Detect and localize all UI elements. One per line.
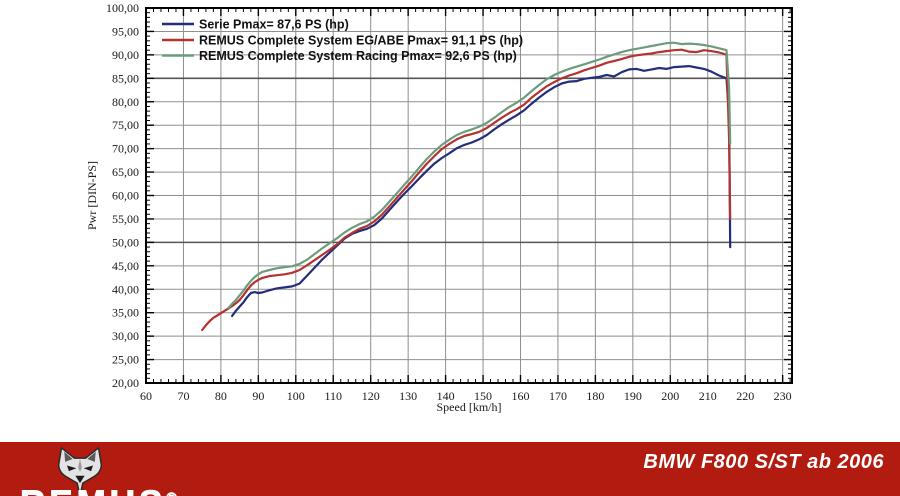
y-tick-label: 20,00: [112, 376, 139, 390]
y-tick-label: 80,00: [112, 95, 139, 109]
x-tick-label: 200: [661, 389, 679, 403]
x-tick-label: 230: [774, 389, 792, 403]
x-axis-title: Speed [km/h]: [437, 400, 502, 414]
y-tick-label: 65,00: [112, 165, 139, 179]
x-tick-label: 190: [624, 389, 642, 403]
y-tick-label: 40,00: [112, 282, 139, 296]
y-tick-label: 90,00: [112, 48, 139, 62]
x-tick-label: 180: [586, 389, 604, 403]
y-tick-label: 60,00: [112, 189, 139, 203]
legend-label-remus-complete-system-eg-abe: REMUS Complete System EG/ABE Pmax= 91,1 …: [199, 34, 523, 48]
legend-label-remus-complete-system-racing: REMUS Complete System Racing Pmax= 92,6 …: [199, 49, 517, 63]
y-tick-label: 25,00: [112, 353, 139, 367]
y-tick-label: 95,00: [112, 24, 139, 38]
x-tick-label: 100: [287, 389, 305, 403]
x-tick-label: 170: [549, 389, 567, 403]
y-axis-title: Pwr [DIN-PS]: [85, 161, 99, 230]
y-tick-label: 85,00: [112, 71, 139, 85]
x-tick-label: 160: [511, 389, 529, 403]
y-tick-label: 75,00: [112, 118, 139, 132]
x-tick-label: 110: [324, 389, 342, 403]
series-line-remus-complete-system-racing: [227, 41, 732, 310]
series-line-remus-complete-system-eg-abe: [201, 48, 732, 332]
y-tick-label: 55,00: [112, 212, 139, 226]
series-line-serie: [231, 64, 732, 318]
plot-frame: [145, 7, 793, 384]
y-tick-label: 50,00: [112, 235, 139, 249]
x-tick-label: 90: [252, 389, 264, 403]
y-tick-label: 30,00: [112, 329, 139, 343]
y-tick-label: 35,00: [112, 306, 139, 320]
x-tick-label: 70: [177, 389, 189, 403]
remus-wordmark-text: REMUS: [19, 484, 166, 496]
x-tick-label: 150: [474, 389, 492, 403]
legend-label-serie: Serie Pmax= 87,6 PS (hp): [199, 18, 349, 32]
y-tick-label: 70,00: [112, 142, 139, 156]
x-tick-label: 80: [215, 389, 227, 403]
vehicle-model-title: BMW F800 S/ST ab 2006: [643, 451, 884, 473]
y-tick-label: 100,00: [106, 1, 139, 15]
remus-wordmark: REMUS®: [19, 484, 177, 496]
registered-trademark-symbol: ®: [166, 489, 177, 496]
y-tick-label: 45,00: [112, 259, 139, 273]
x-tick-label: 220: [736, 389, 754, 403]
x-tick-label: 140: [437, 389, 455, 403]
remus-wolf-logo-icon: [57, 447, 103, 496]
dyno-chart: 60 70 80 90 100 110 120 130 140 150 160 170 180 190 20…: [85, 1, 793, 414]
x-tick-label: 210: [699, 389, 717, 403]
x-tick-label: 120: [362, 389, 380, 403]
dyno-chart-svg: 60 70 80 90 100 110 120 130 140 150 160 170 180 190 20…: [85, 1, 793, 414]
x-tick-label: 130: [399, 389, 417, 403]
x-tick-label: 60: [140, 389, 152, 403]
remus-banner: REMUS® BMW F800 S/ST ab 2006: [0, 442, 900, 496]
